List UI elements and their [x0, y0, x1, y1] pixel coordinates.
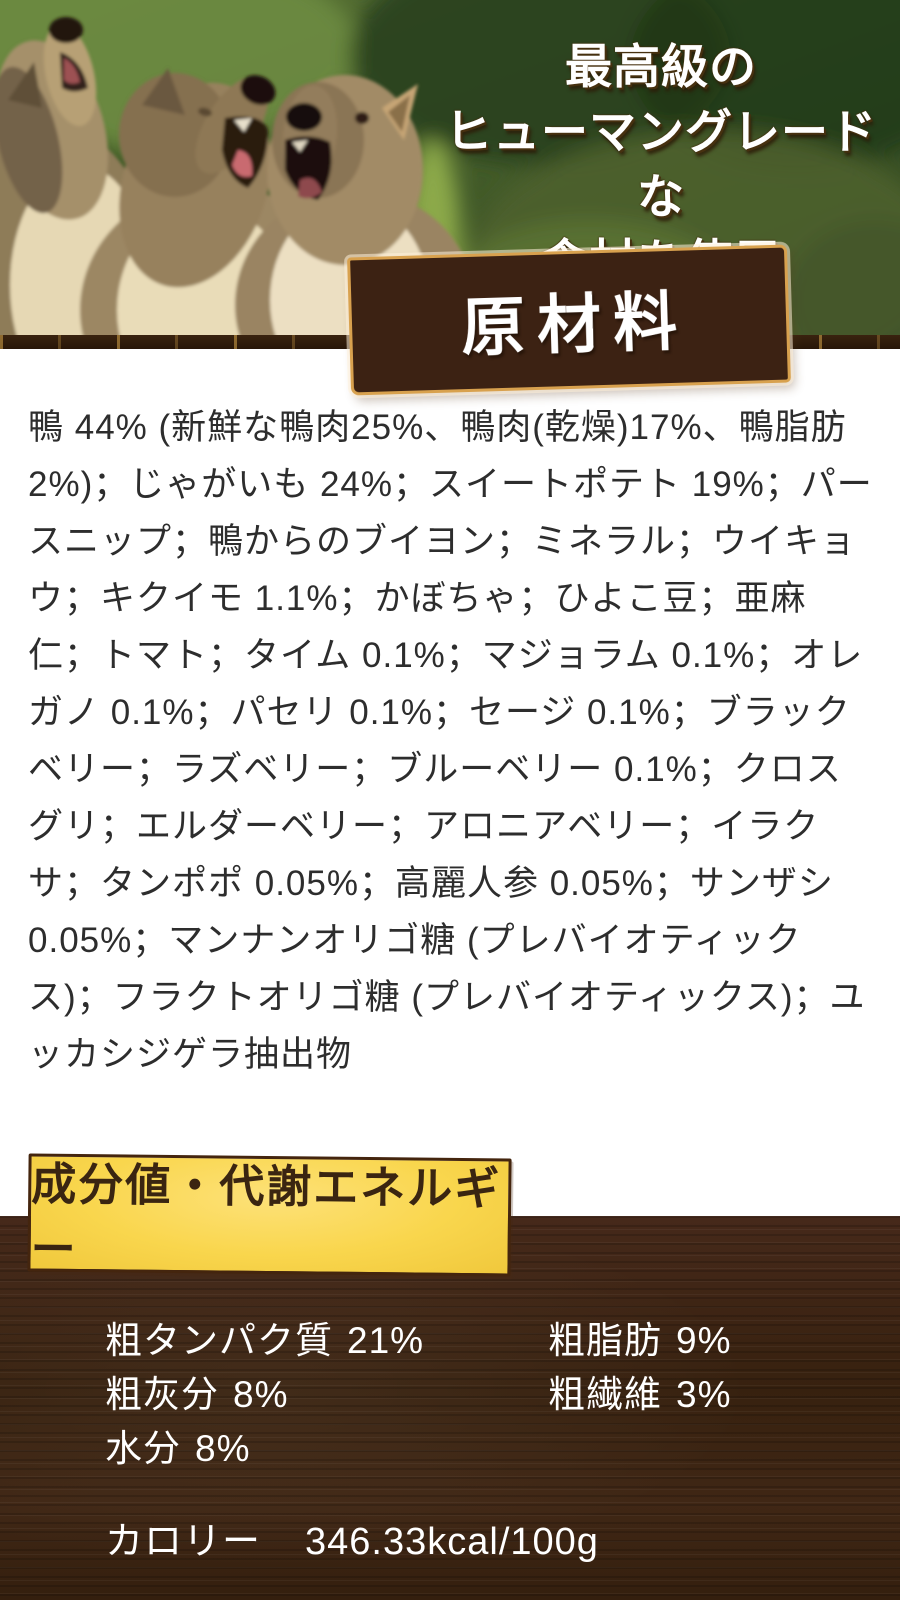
- nutrition-item-protein: 粗タンパク質 21%: [105, 1320, 425, 1361]
- analysis-section-title: 成分値・代謝エネルギー: [30, 1158, 502, 1275]
- headline-line-1: 最高級の: [565, 40, 757, 93]
- nutrition-grid: 粗タンパク質 21% 粗脂肪 9% 粗灰分 8% 粗繊維 3% 水分 8%: [105, 1322, 865, 1468]
- wolf-right: [235, 75, 475, 338]
- calorie-value: 346.33kcal/100g: [305, 1521, 599, 1563]
- nutrition-item-fat: 粗脂肪 9%: [548, 1320, 732, 1361]
- nutrition-wood-panel: [0, 1216, 900, 1600]
- calorie-row: カロリー 346.33kcal/100g: [105, 1510, 599, 1565]
- ingredients-section-title: 原材料: [460, 285, 691, 365]
- calorie-label: カロリー: [105, 1521, 262, 1563]
- headline-line-2: ヒューマングレードな: [445, 105, 877, 223]
- nutrition-item-moisture: 水分 8%: [105, 1428, 251, 1469]
- nutrition-item-ash: 粗灰分 8%: [105, 1374, 289, 1415]
- nutrition-item-fiber: 粗繊維 3%: [548, 1374, 732, 1415]
- ingredients-text: 鴨 44% (新鮮な鴨肉25%、鴨肉(乾燥)17%、鴨脂肪2%)；じゃがいも 2…: [28, 408, 873, 1074]
- analysis-title-banner: 成分値・代謝エネルギー: [27, 1153, 512, 1277]
- ingredients-title-plaque: 原材料: [347, 244, 791, 396]
